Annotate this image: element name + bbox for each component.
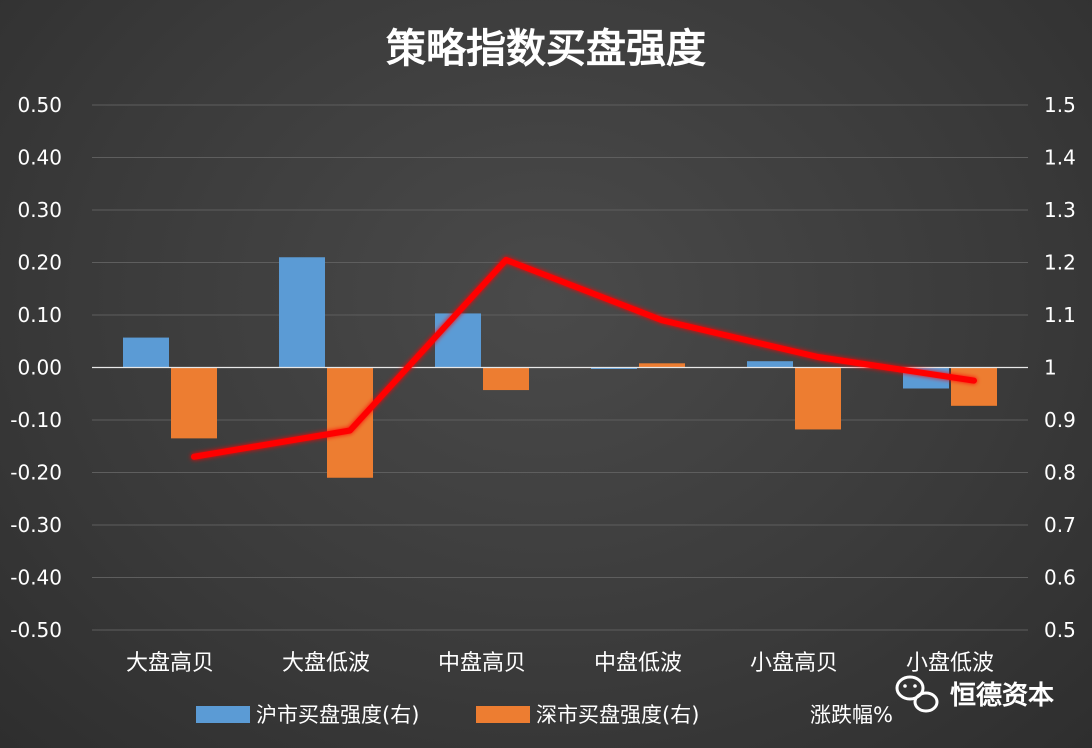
left-tick-label: 0.30 [17,198,62,222]
right-axis-ticks: 1.5 1.4 1.3 1.2 1.1 1 0.9 0.8 0.7 0.6 0.5 [1044,93,1076,642]
right-tick-label: 0.5 [1044,618,1076,642]
legend-label-sh: 沪市买盘强度(右) [256,703,419,727]
line-series [191,256,977,460]
left-tick-label: -0.30 [10,513,62,537]
left-tick-label: 0.20 [17,251,62,275]
change-point [349,429,351,432]
left-tick-label: -0.10 [10,408,62,432]
bar-sz [951,367,997,406]
bar-sz [795,367,841,430]
wechat-icon [895,675,939,713]
left-tick-label: -0.50 [10,618,62,642]
bar-sh [435,313,481,368]
left-axis-ticks: 0.50 0.40 0.30 0.20 0.10 0.00 -0.10 -0.20 -0.30 -… [10,93,62,642]
legend: 沪市买盘强度(右) 深市买盘强度(右) 涨跌幅% [196,703,893,727]
change-point [193,455,195,458]
change-point [505,258,507,261]
right-tick-label: 0.6 [1044,566,1076,590]
watermark: 恒德资本 [895,675,1054,713]
bar-sh [591,367,637,369]
right-tick-label: 1.3 [1044,198,1076,222]
category-label: 大盘低波 [282,651,370,676]
category-label: 大盘高贝 [126,651,214,676]
category-labels: 大盘高贝 大盘低波 中盘高贝 中盘低波 小盘高贝 小盘低波 [126,651,994,676]
legend-label-sz: 深市买盘强度(右) [536,703,699,727]
right-tick-label: 1.2 [1044,251,1076,275]
legend-label-change: 涨跌幅% [810,703,893,727]
bar-sz [171,367,217,439]
change-line [191,256,977,460]
right-tick-label: 1.1 [1044,303,1076,327]
right-tick-label: 0.9 [1044,408,1076,432]
left-tick-label: 0.10 [17,303,62,327]
change-point [973,379,975,382]
watermark-text: 恒德资本 [950,681,1054,711]
bar-sz [483,367,529,391]
left-tick-label: -0.40 [10,566,62,590]
category-label: 小盘高贝 [750,651,838,676]
chart-title: 策略指数买盘强度 [386,26,706,72]
bar-sz [327,367,373,478]
left-tick-label: 0.00 [17,356,62,380]
change-point [817,356,819,358]
right-tick-label: 1 [1044,356,1057,380]
right-tick-label: 0.8 [1044,461,1076,485]
bar-sh [123,337,169,368]
left-tick-label: 0.40 [17,146,62,170]
legend-swatch-sh [196,706,250,723]
legend-swatch-sz [476,706,530,723]
category-label: 中盘低波 [594,651,682,676]
left-tick-label: 0.50 [17,93,62,117]
category-label: 中盘高贝 [438,651,526,676]
left-tick-label: -0.20 [10,461,62,485]
gridlines [92,104,1028,631]
category-label: 小盘低波 [906,651,994,676]
change-point [661,319,663,322]
right-tick-label: 1.4 [1044,146,1076,170]
bars [123,257,997,478]
right-tick-label: 1.5 [1044,93,1076,117]
bar-sz [639,363,685,368]
bar-sh [747,361,793,368]
bar-sh [279,257,325,368]
right-tick-label: 0.7 [1044,513,1076,537]
